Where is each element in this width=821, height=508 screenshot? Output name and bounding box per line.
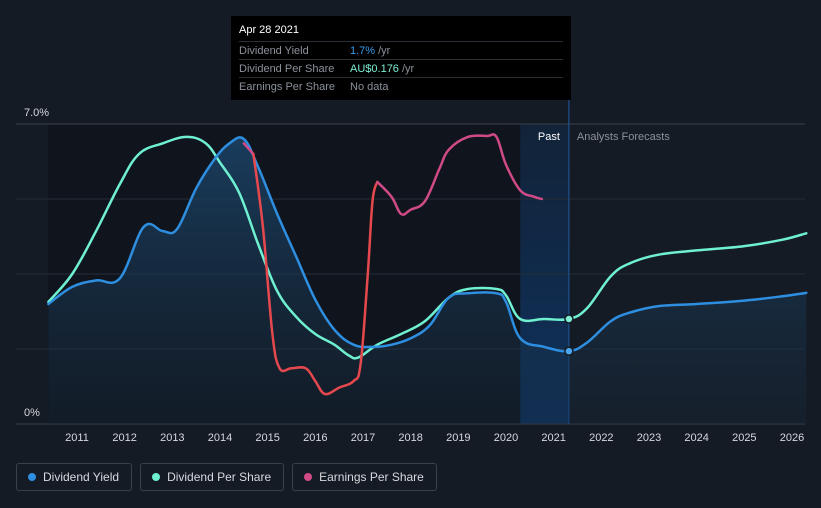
x-tick-label: 2011 [65, 432, 89, 444]
tooltip-label: Dividend Yield [239, 44, 309, 57]
tooltip-row-dps: Dividend Per Share AU$0.176 /yr [239, 59, 563, 77]
x-tick-label: 2016 [303, 432, 327, 444]
x-tick-label: 2013 [160, 432, 184, 444]
tooltip-unit: /yr [378, 44, 391, 57]
legend-item-dividend-yield[interactable]: Dividend Yield [16, 463, 133, 491]
tooltip-value: 1.7% [350, 44, 376, 57]
forecast-label: Analysts Forecasts [577, 131, 670, 143]
dps-marker[interactable] [564, 314, 574, 324]
x-tick-label: 2012 [112, 432, 136, 444]
legend-dot-icon [304, 473, 313, 481]
tooltip-row-yield: Dividend Yield 1.7% /yr [239, 41, 563, 59]
tooltip-label: Earnings Per Share [239, 80, 335, 93]
x-tick-label: 2024 [684, 432, 708, 444]
chart-tooltip: Apr 28 2021 Dividend Yield 1.7% /yr Divi… [231, 16, 571, 100]
x-tick-label: 2017 [351, 432, 375, 444]
tooltip-value: AU$0.176 [350, 62, 399, 75]
tooltip-value: No data [350, 80, 389, 93]
legend-label: Dividend Yield [43, 470, 120, 484]
legend-item-dividend-per-share[interactable]: Dividend Per Share [140, 463, 285, 491]
x-tick-label: 2025 [732, 432, 756, 444]
legend-dot-icon [28, 473, 36, 481]
yield-area [48, 137, 807, 424]
legend-label: Earnings Per Share [319, 470, 424, 484]
x-tick-label: 2022 [589, 432, 613, 444]
dividend-per-share-line [47, 135, 808, 360]
x-tick-label: 2023 [637, 432, 661, 444]
yield-marker[interactable] [564, 346, 574, 356]
tooltip-label: Dividend Per Share [239, 62, 335, 75]
x-tick-label: 2014 [208, 432, 232, 444]
x-tick-label: 2026 [780, 432, 804, 444]
chart-legend: Dividend Yield Dividend Per Share Earnin… [16, 463, 437, 491]
x-tick-label: 2015 [255, 432, 279, 444]
x-tick-label: 2018 [398, 432, 422, 444]
x-tick-label: 2021 [541, 432, 565, 444]
legend-label: Dividend Per Share [167, 470, 272, 484]
legend-item-earnings-per-share[interactable]: Earnings Per Share [292, 463, 437, 491]
legend-dot-icon [152, 473, 161, 481]
tooltip-unit: /yr [401, 62, 415, 75]
past-label: Past [538, 131, 560, 143]
y-top-label: 7.0% [24, 107, 49, 119]
tooltip-date: Apr 28 2021 [239, 24, 299, 36]
earnings-per-share-line [252, 152, 379, 396]
earnings-per-share-line [376, 133, 544, 216]
x-tick-label: 2020 [494, 432, 518, 444]
y-bottom-label: 0% [24, 407, 40, 419]
x-tick-label: 2019 [446, 432, 470, 444]
x-axis: 2011 2012 2013 2014 2015 2016 2017 2018 2019 2020… [65, 432, 804, 444]
tooltip-row-eps: Earnings Per Share No data [239, 77, 563, 95]
dividend-yield-line [47, 136, 808, 353]
